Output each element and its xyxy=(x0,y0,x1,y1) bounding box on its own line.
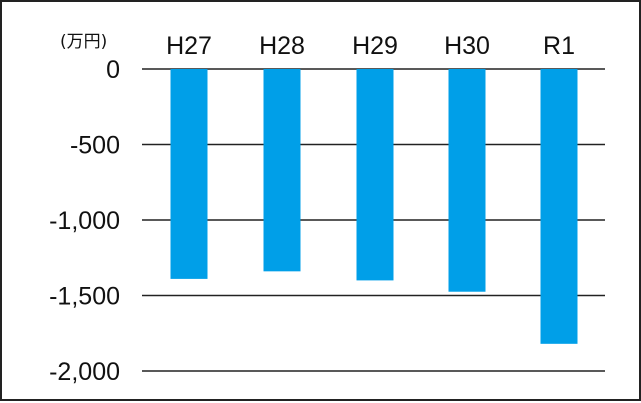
category-label: H28 xyxy=(259,32,305,60)
y-tick-labels: 0 -500 -1,000 -1,500 -2,000 xyxy=(49,56,120,386)
bar xyxy=(263,69,301,272)
category-label: R1 xyxy=(543,32,575,60)
category-label: H29 xyxy=(352,32,398,60)
bars xyxy=(170,69,578,344)
y-tick-label: -1,500 xyxy=(49,283,120,311)
category-labels: H27 H28 H29 H30 R1 xyxy=(166,32,575,60)
y-axis-unit-label: (万円) xyxy=(60,32,107,52)
category-label: H27 xyxy=(166,32,212,60)
category-label: H30 xyxy=(444,32,490,60)
y-tick-label: 0 xyxy=(106,56,120,84)
y-tick-label: -1,000 xyxy=(49,207,120,235)
y-tick-label: -2,000 xyxy=(49,358,120,386)
bar xyxy=(356,69,394,281)
y-tick-label: -500 xyxy=(70,132,120,160)
bar xyxy=(540,69,578,344)
bar xyxy=(170,69,208,279)
bar xyxy=(448,69,486,292)
